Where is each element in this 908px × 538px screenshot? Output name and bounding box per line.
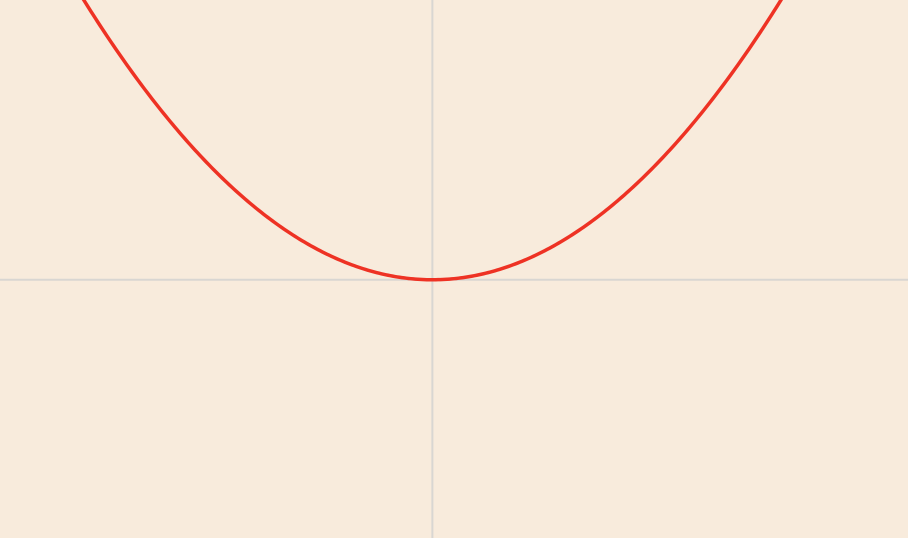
parabola-curve	[81, 0, 784, 282]
